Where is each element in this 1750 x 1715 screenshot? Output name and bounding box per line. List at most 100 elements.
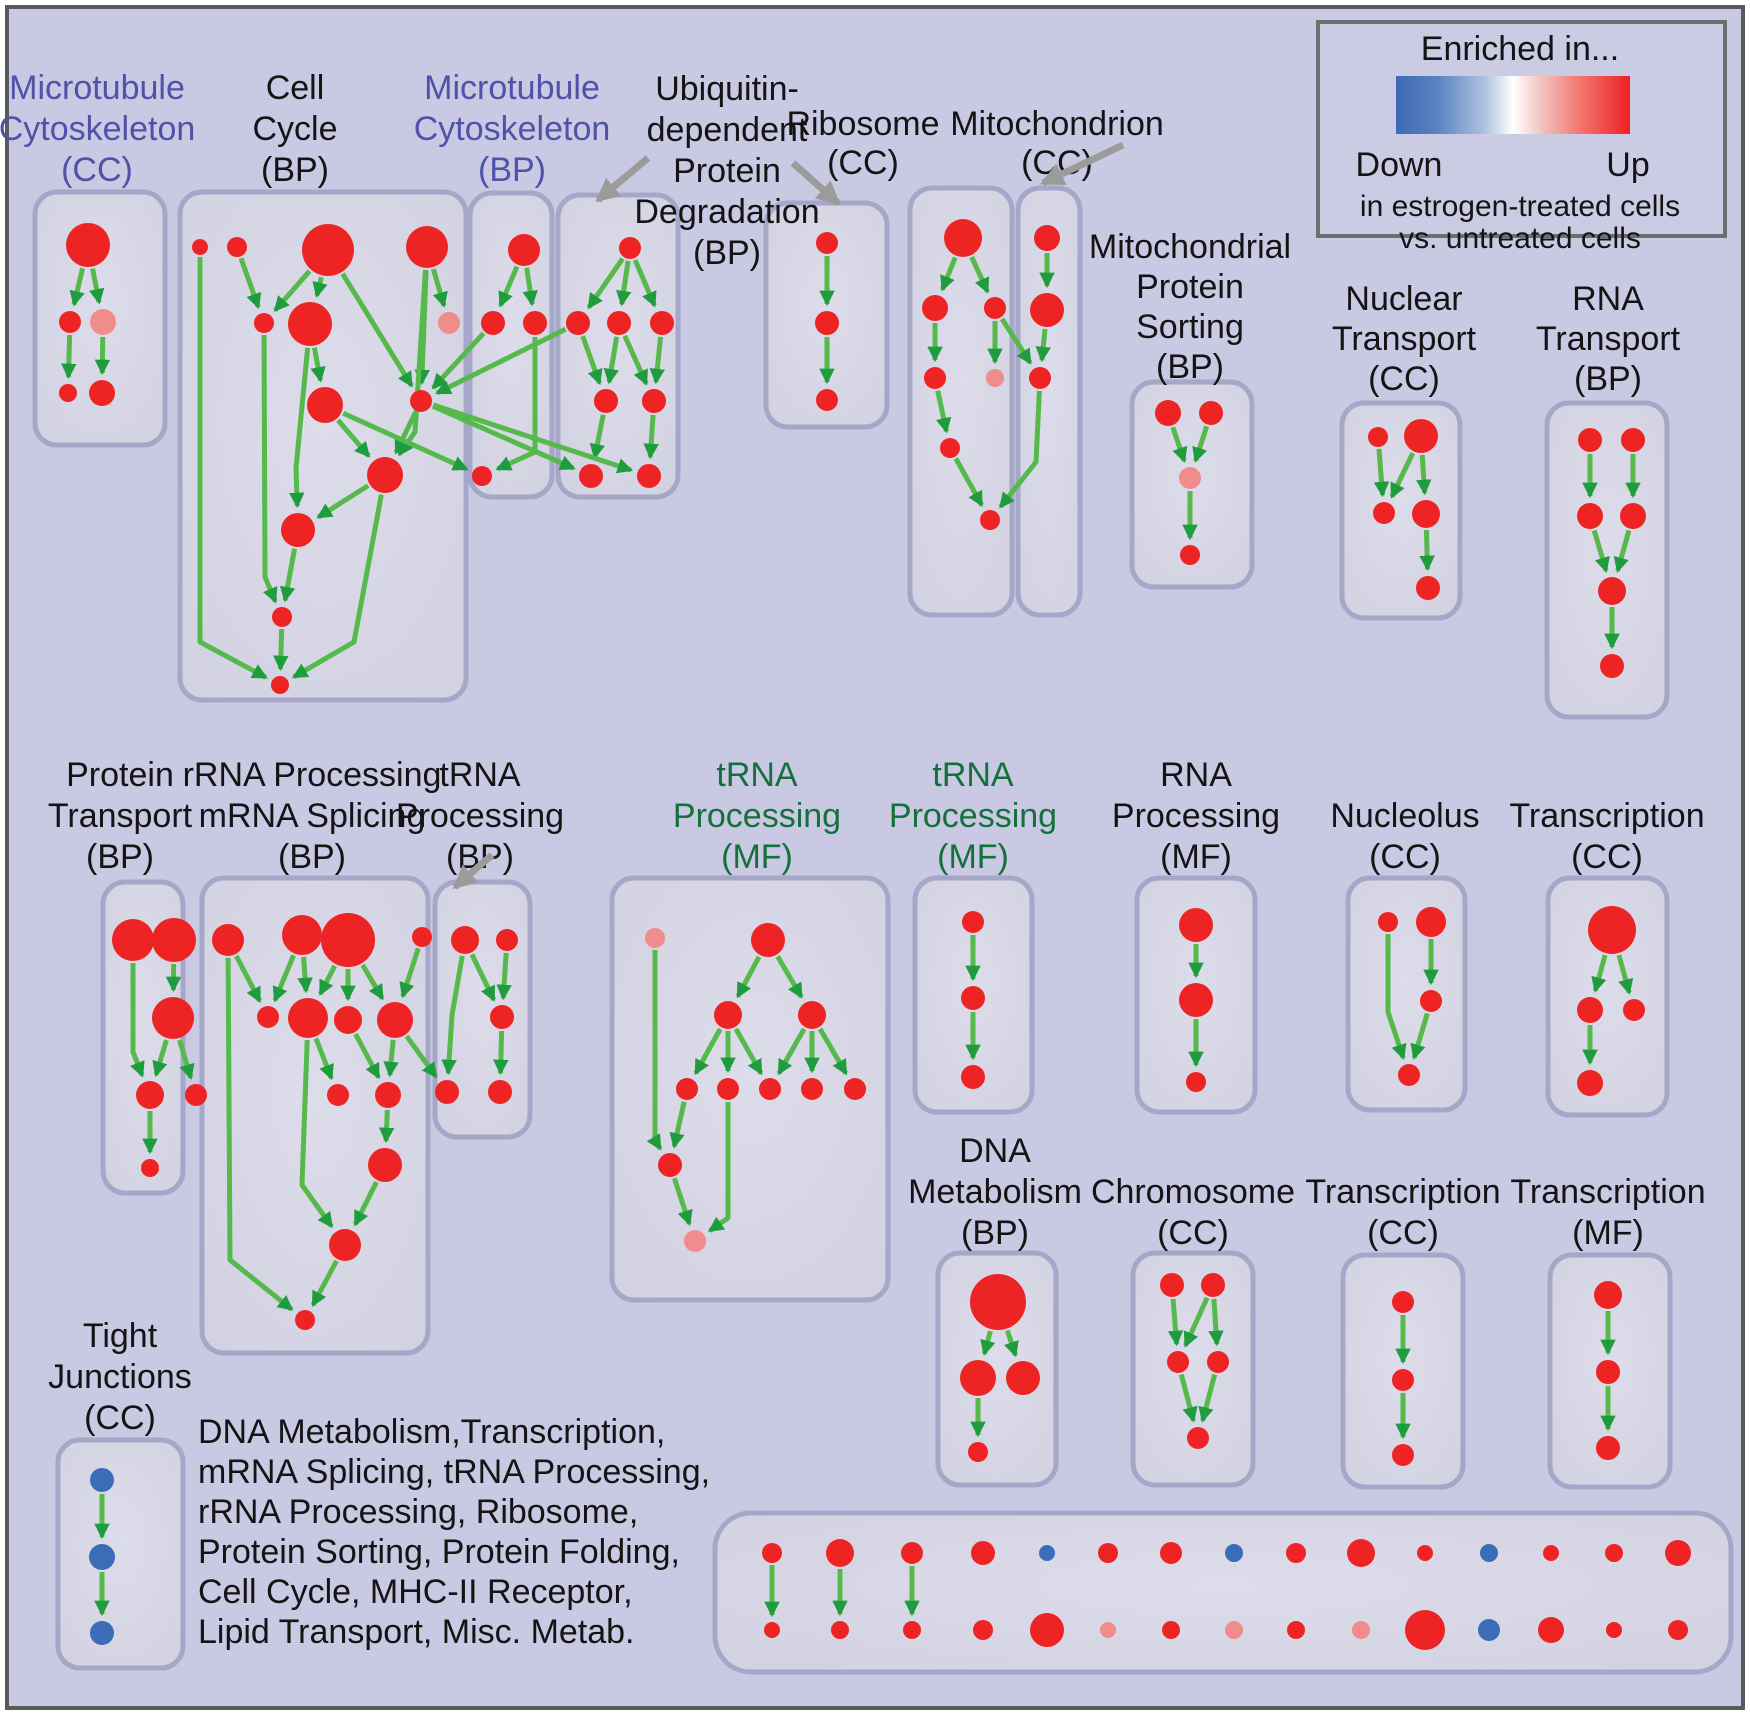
group-label-nuclear-transport: (CC) [1368,360,1440,398]
edge-cell-cycle [273,269,312,312]
go-term-node-up [759,1078,781,1100]
go-term-node-up [1347,1539,1375,1567]
edge-cell-cycle [340,272,414,388]
go-term-node-up [1404,419,1438,453]
go-term-node-up [642,389,666,413]
go-term-node-up [1180,545,1200,565]
edge-nuclear-transport [1389,452,1416,499]
edge-cell-cycle [279,548,298,603]
group-label-chromosome: (CC) [1157,1214,1229,1252]
group-label-ribosome: (CC) [827,144,899,182]
group-label-tight-junctions: Junctions [48,1358,192,1396]
go-term-node-up [295,1310,315,1330]
go-term-node-up [968,1442,988,1462]
group-label-transcription-cc-lower: (CC) [1367,1214,1439,1252]
group-label-rrna-processing-mrna-splicing: mRNA Splicing [199,797,426,835]
go-term-node-up [973,1620,993,1640]
edge-trna-processing-bp [496,952,512,1001]
go-term-node-up [112,919,154,961]
misc-categories-text-block: Lipid Transport, Misc. Metab. [198,1613,635,1651]
group-box-transcription-cc-upper [1545,875,1670,1118]
go-term-node-up [1160,1542,1182,1564]
edge-transcription-cc-upper [1616,954,1634,995]
group-label-microtubule-bp: Microtubule [424,69,600,107]
go-term-node-down [1478,1619,1500,1641]
edge-chromosome [1183,1296,1210,1348]
go-term-node-up [980,510,1000,530]
go-term-node-up [1207,1351,1229,1373]
go-term-node-up [1186,1072,1206,1092]
edge-rna-transport [1613,529,1632,573]
go-term-node-up [523,311,547,335]
go-term-node-up [271,676,289,694]
go-term-node-up [406,226,448,268]
go-term-node-up [1030,293,1064,327]
edge-ubiquitin-degradation-left [616,260,632,307]
cross-edge [998,390,1042,509]
edge-cell-cycle [238,257,262,310]
go-term-node-up [1034,225,1060,251]
edge-ubiquitin-degradation-left [649,336,666,385]
cross-edge [342,410,469,472]
misc-categories-text-block: DNA Metabolism,Transcription, [198,1413,665,1451]
go-term-node-up [89,380,115,406]
edge-ribosome [935,390,952,434]
go-term-node-up [1621,428,1645,452]
misc-categories-text-block: Cell Cycle, MHC-II Receptor, [198,1573,633,1611]
go-term-node-up [451,926,479,954]
go-term-node-up [321,913,375,967]
group-label-transcription-cc-upper: (CC) [1571,838,1643,876]
go-term-node-up [1665,1540,1691,1566]
group-label-microtubule-cc: (CC) [61,151,133,189]
group-label-ribosome: Ribosome [786,105,939,143]
edge-rrna-processing-mrna-splicing [399,947,421,999]
edge-nuclear-transport [1416,454,1432,496]
go-term-node-up [658,1153,682,1177]
go-term-node-up [970,1274,1026,1330]
edge-ribosome [953,457,984,508]
cross-edge [435,326,567,396]
group-label-tight-junctions: (CC) [84,1399,156,1437]
edge-rrna-processing-mrna-splicing [310,1259,339,1307]
go-term-node-up [924,367,946,389]
go-term-node-up [1416,576,1440,600]
go-term-node-weak-up [90,309,116,335]
group-label-rna-transport: Transport [1536,320,1681,358]
go-term-node-up [984,297,1006,319]
group-label-nucleolus: (CC) [1369,838,1441,876]
go-term-node-up [960,1360,996,1396]
go-term-node-up [764,1622,780,1638]
go-term-node-up [1098,1543,1118,1563]
go-term-node-up [579,464,603,488]
go-term-node-up [594,389,618,413]
label-ubiquitin-degradation: Protein [673,152,781,190]
edge-ribosome [940,256,958,292]
edge-ribosome [969,256,990,294]
edge-cell-cycle [312,276,328,298]
edge-nuclear-transport [1419,529,1435,572]
edge-rna-transport [1591,529,1610,573]
go-term-node-up [1029,367,1051,389]
cross-edge [431,403,576,471]
go-term-node-up [1392,1291,1414,1313]
cross-edge [404,1034,438,1079]
go-term-node-up [607,311,631,335]
go-term-node-up [831,1621,849,1639]
edge-trna-processing-mf-1 [669,1101,687,1149]
go-term-node-up [1392,1444,1414,1466]
layer-labels: MicrotubuleCytoskeleton(CC)CellCycle(BP)… [0,69,1706,1651]
go-term-node-up [254,313,274,333]
edge-rrna-processing-mrna-splicing [383,1039,399,1078]
go-term-node-up [961,986,985,1010]
go-term-node-up [410,390,432,412]
group-label-trna-processing-mf-2: tRNA [932,756,1014,794]
edge-cell-cycle [336,418,371,458]
go-term-node-up [676,1078,698,1100]
go-term-node-up [302,224,354,276]
go-term-node-up [1373,502,1395,524]
group-box-cell-cycle [177,189,469,703]
go-term-node-up [922,295,948,321]
edge-protein-transport [152,1039,169,1077]
go-term-node-up [961,1065,985,1089]
go-term-node-up [375,1082,401,1108]
